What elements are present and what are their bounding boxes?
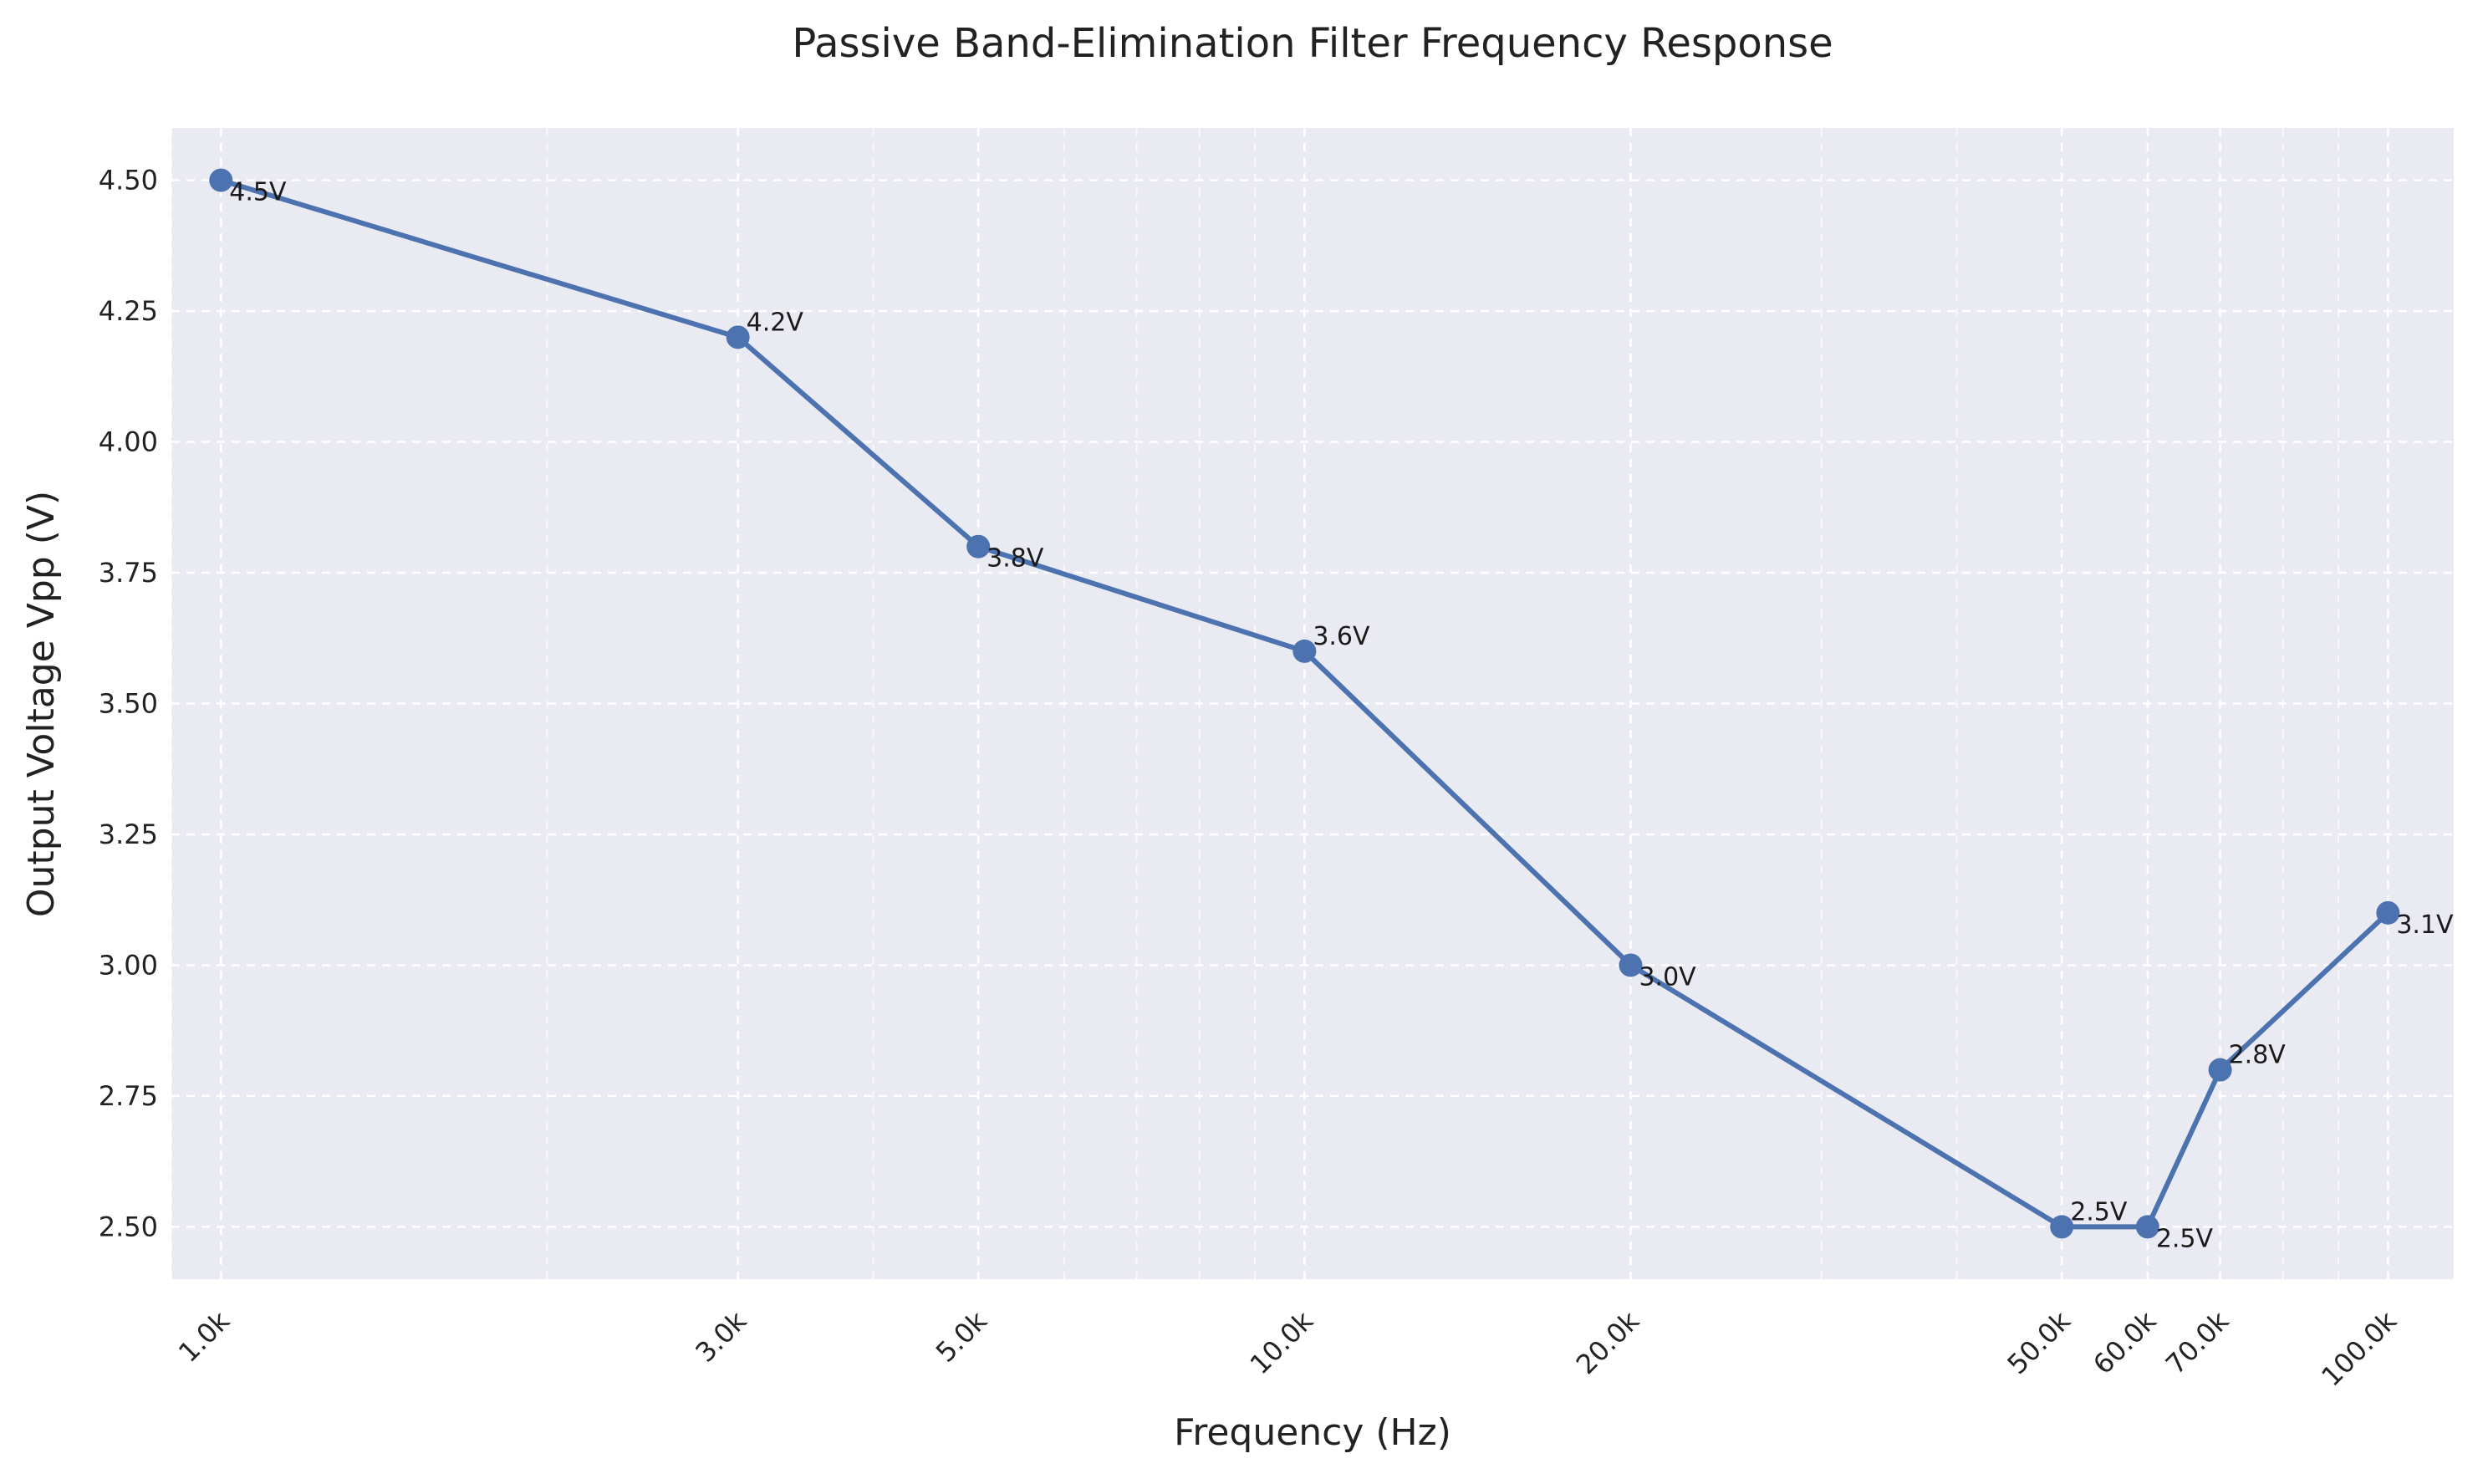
- points-layer: [209, 168, 2400, 1239]
- data-label: 2.5V: [2070, 1197, 2128, 1226]
- y-axis-ticks: 2.50 2.75 3.00 3.25 3.50 3.75 4.00 4.25 4.50: [99, 165, 158, 1243]
- y-tick-label: 4.25: [99, 295, 158, 327]
- data-point: [1292, 639, 1317, 663]
- data-label: 3.0V: [1639, 962, 1696, 992]
- x-axis-label: Frequency (Hz): [1174, 1411, 1451, 1454]
- data-point: [726, 325, 750, 349]
- y-axis-label: Output Voltage Vpp (V): [20, 491, 63, 917]
- data-label: 3.8V: [987, 544, 1044, 574]
- data-point: [2376, 900, 2400, 925]
- data-labels-layer: 4.5V 4.2V 3.8V 3.6V 3.0V 2.5V 2.5V 2.8V 3.1V: [229, 178, 2454, 1254]
- data-label: 3.6V: [1313, 622, 1370, 651]
- y-tick-label: 3.75: [99, 557, 158, 589]
- data-label: 4.2V: [747, 308, 804, 337]
- data-point: [1619, 953, 1643, 977]
- y-tick-label: 3.50: [99, 688, 158, 720]
- data-point: [2135, 1215, 2159, 1239]
- data-point: [209, 168, 233, 192]
- y-tick-label: 3.25: [99, 818, 158, 850]
- y-tick-label: 4.50: [99, 165, 158, 196]
- y-tick-label: 2.75: [99, 1080, 158, 1112]
- y-tick-label: 2.50: [99, 1211, 158, 1242]
- data-label: 2.5V: [2156, 1224, 2214, 1253]
- major-gridlines: [171, 128, 2454, 1279]
- data-label: 4.5V: [229, 178, 287, 207]
- data-label: 3.1V: [2396, 910, 2454, 940]
- data-point: [2208, 1058, 2232, 1082]
- chart-title: Passive Band-Elimination Filter Frequenc…: [792, 20, 1833, 67]
- plot-area: [171, 128, 2454, 1279]
- data-point: [966, 534, 991, 558]
- y-tick-label: 4.00: [99, 426, 158, 458]
- data-label: 2.8V: [2229, 1041, 2287, 1070]
- y-tick-label: 3.00: [99, 949, 158, 981]
- data-point: [2050, 1215, 2074, 1239]
